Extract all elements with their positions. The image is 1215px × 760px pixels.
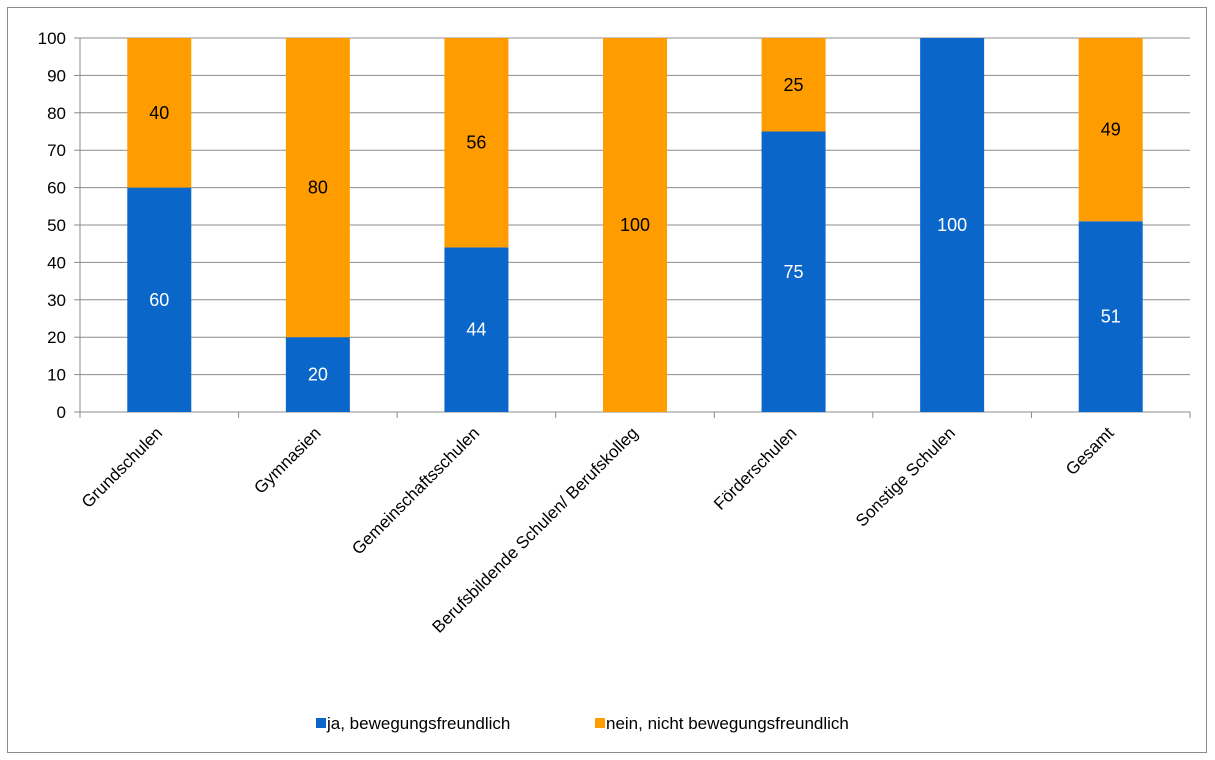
bar-segment <box>1078 38 1143 222</box>
data-label: 80 <box>308 178 328 198</box>
data-label: 44 <box>466 320 486 340</box>
legend-swatch <box>316 718 326 728</box>
bar-segment <box>444 38 509 248</box>
data-label: 40 <box>149 103 169 123</box>
x-tick-label: Grundschulen <box>78 423 166 511</box>
bar-segment <box>761 38 826 132</box>
legend-label: nein, nicht bewegungsfreundlich <box>606 714 849 733</box>
x-tick-label: Gymnasien <box>250 423 324 497</box>
bar-segment <box>920 38 985 412</box>
y-tick-label: 0 <box>57 403 66 422</box>
legend-swatch <box>595 718 605 728</box>
y-tick-label: 10 <box>47 366 66 385</box>
x-tick-label: Sonstige Schulen <box>852 423 959 530</box>
data-label: 51 <box>1101 307 1121 327</box>
x-tick-label: Gesamt <box>1062 423 1118 479</box>
data-label: 25 <box>784 75 804 95</box>
y-tick-label: 30 <box>47 291 66 310</box>
y-tick-label: 100 <box>38 29 66 48</box>
bar-segment <box>1078 221 1143 412</box>
data-label: 20 <box>308 365 328 385</box>
data-label: 100 <box>937 215 967 235</box>
legend-label: ja, bewegungsfreundlich <box>326 714 510 733</box>
data-label: 60 <box>149 290 169 310</box>
y-tick-label: 20 <box>47 328 66 347</box>
bar-segment <box>285 337 350 412</box>
x-tick-label: Förderschulen <box>710 423 800 513</box>
bar-segment <box>127 38 192 188</box>
y-tick-label: 80 <box>47 104 66 123</box>
bar-segment <box>761 131 826 412</box>
y-tick-label: 40 <box>47 253 66 272</box>
y-tick-label: 60 <box>47 179 66 198</box>
data-label: 56 <box>466 133 486 153</box>
bar-segment <box>444 247 509 412</box>
y-tick-label: 50 <box>47 216 66 235</box>
bar-segment <box>127 187 192 412</box>
data-label: 75 <box>784 262 804 282</box>
data-label: 100 <box>620 215 650 235</box>
bar-segment <box>285 38 350 338</box>
x-tick-label: Gemeinschaftsschulen <box>348 423 483 558</box>
y-tick-label: 70 <box>47 141 66 160</box>
y-tick-label: 90 <box>47 66 66 85</box>
bar-segment <box>603 38 667 412</box>
data-label: 49 <box>1101 120 1121 140</box>
